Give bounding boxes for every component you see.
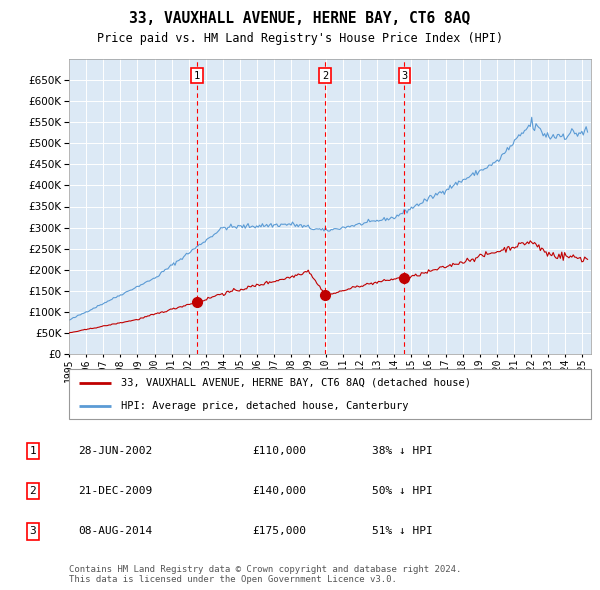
Text: 1: 1 (29, 446, 37, 456)
Text: 28-JUN-2002: 28-JUN-2002 (78, 446, 152, 456)
Text: 2: 2 (29, 486, 37, 496)
Text: 33, VAUXHALL AVENUE, HERNE BAY, CT6 8AQ (detached house): 33, VAUXHALL AVENUE, HERNE BAY, CT6 8AQ … (121, 378, 471, 388)
FancyBboxPatch shape (69, 369, 591, 419)
Text: 38% ↓ HPI: 38% ↓ HPI (372, 446, 433, 456)
Text: 3: 3 (401, 71, 407, 81)
Text: Contains HM Land Registry data © Crown copyright and database right 2024.
This d: Contains HM Land Registry data © Crown c… (69, 565, 461, 584)
Text: HPI: Average price, detached house, Canterbury: HPI: Average price, detached house, Cant… (121, 401, 409, 411)
Text: 51% ↓ HPI: 51% ↓ HPI (372, 526, 433, 536)
Text: 21-DEC-2009: 21-DEC-2009 (78, 486, 152, 496)
Text: £140,000: £140,000 (252, 486, 306, 496)
Text: 1: 1 (194, 71, 200, 81)
Text: 50% ↓ HPI: 50% ↓ HPI (372, 486, 433, 496)
Text: 33, VAUXHALL AVENUE, HERNE BAY, CT6 8AQ: 33, VAUXHALL AVENUE, HERNE BAY, CT6 8AQ (130, 11, 470, 26)
Text: 08-AUG-2014: 08-AUG-2014 (78, 526, 152, 536)
Text: 3: 3 (29, 526, 37, 536)
Text: 2: 2 (322, 71, 328, 81)
Text: £110,000: £110,000 (252, 446, 306, 456)
Text: £175,000: £175,000 (252, 526, 306, 536)
Text: Price paid vs. HM Land Registry's House Price Index (HPI): Price paid vs. HM Land Registry's House … (97, 32, 503, 45)
